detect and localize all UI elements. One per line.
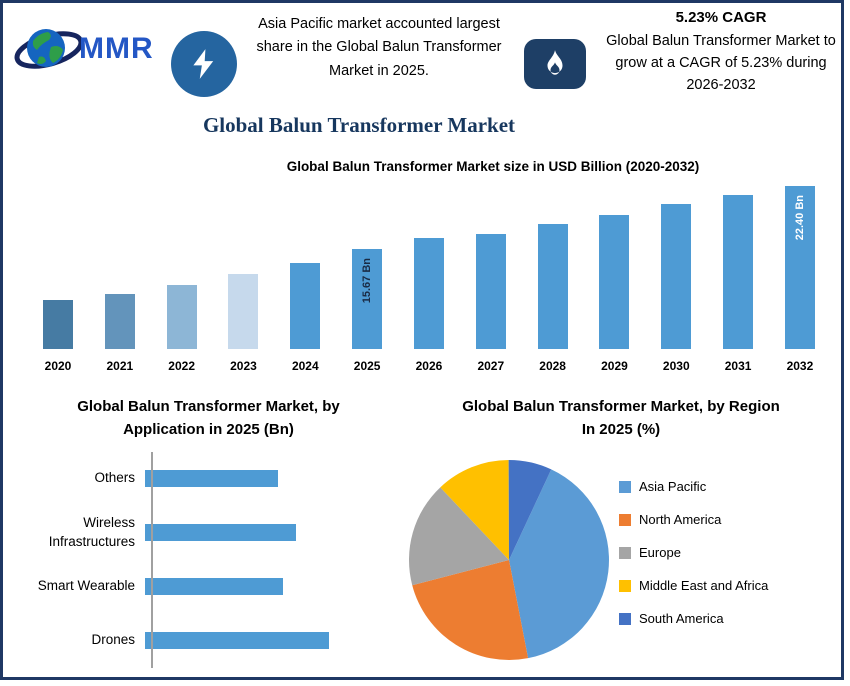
globe-orbit-icon xyxy=(14,29,84,69)
x-axis-label: 2025 xyxy=(353,359,381,373)
bar-column: 2022 xyxy=(166,181,197,373)
bar-column: 2024 xyxy=(290,181,321,373)
application-row: Wireless Infrastructures xyxy=(31,506,386,560)
y-axis-line xyxy=(151,451,153,668)
legend-label: Asia Pacific xyxy=(639,479,707,494)
bar-column: 2030 xyxy=(661,181,692,373)
region-chart: Global Balun Transformer Market, by Regi… xyxy=(401,395,841,675)
legend-item: Middle East and Africa xyxy=(619,578,768,593)
bar-value-label: 22.40 Bn xyxy=(793,195,806,241)
legend-item: Asia Pacific xyxy=(619,479,768,494)
bar-column: 2021 xyxy=(104,181,135,373)
application-row: Others xyxy=(31,452,386,506)
legend-label: Europe xyxy=(639,545,681,560)
application-bar-2 xyxy=(145,578,283,595)
application-bar-1 xyxy=(145,524,296,541)
logo-text: MMR xyxy=(79,32,154,65)
legend-swatch xyxy=(619,480,631,493)
legend-swatch xyxy=(619,579,631,592)
bar-2022 xyxy=(166,285,197,349)
bar-column: 2028 xyxy=(537,181,568,373)
bar-2028 xyxy=(537,224,568,349)
bar-value-label: 15.67 Bn xyxy=(361,258,374,304)
pie-slice-europe xyxy=(408,487,509,586)
flame-icon xyxy=(524,39,586,89)
pie-slice-middle-east-and-africa xyxy=(440,460,509,560)
page-title: Global Balun Transformer Market xyxy=(202,113,516,137)
bar-column: 2029 xyxy=(599,181,630,373)
region-legend: Asia Pacific North America Europe Middle Ea… xyxy=(619,479,768,626)
bar-2027 xyxy=(475,234,506,349)
application-chart-rows: Others Wireless Infrastructures Smart Wear… xyxy=(31,451,386,668)
header-highlight-text: Asia Pacific market accounted largest sh… xyxy=(256,16,502,79)
x-axis-label: 2020 xyxy=(44,359,72,373)
bar-2023 xyxy=(228,274,259,349)
bar-column: 2026 xyxy=(413,181,444,373)
legend-item: Europe xyxy=(619,545,768,560)
legend-swatch xyxy=(619,546,631,559)
bar-2020 xyxy=(43,300,73,349)
application-bar-area xyxy=(143,470,386,487)
bar-column: 2027 xyxy=(475,181,506,373)
x-axis-label: 2027 xyxy=(477,359,505,373)
x-axis-label: 2026 xyxy=(415,359,443,373)
cagr-text: Global Balun Transformer Market to grow … xyxy=(606,33,836,93)
market-size-bar-chart: 2020 2021 2022 2023 2024 15.67 Bn 2025 2026 2027… xyxy=(43,181,815,373)
bar-column: 2023 xyxy=(228,181,259,373)
application-label: Wireless Infrastructures xyxy=(48,515,135,549)
application-bar-area xyxy=(143,524,386,541)
application-label: Smart Wearable xyxy=(37,578,135,594)
legend-label: South America xyxy=(639,611,724,626)
region-pie xyxy=(408,459,609,660)
bar-2021 xyxy=(104,294,135,349)
application-bar-area xyxy=(143,632,386,649)
x-axis-label: 2021 xyxy=(106,359,134,373)
bar-column: 2020 xyxy=(43,181,73,373)
market-size-chart-title: Global Balun Transformer Market size in … xyxy=(286,159,700,174)
application-label: Others xyxy=(94,470,135,486)
x-axis-label: 2022 xyxy=(168,359,196,373)
application-bar-0 xyxy=(145,470,278,487)
cagr-title: 5.23% CAGR xyxy=(675,9,767,26)
pie-slice-asia-pacific xyxy=(509,469,609,659)
legend-label: Middle East and Africa xyxy=(639,578,769,593)
bar-2029 xyxy=(599,215,630,349)
x-axis-label: 2032 xyxy=(786,359,814,373)
x-axis-label: 2028 xyxy=(539,359,566,373)
x-axis-label: 2030 xyxy=(662,359,690,373)
legend-item: North America xyxy=(619,512,768,527)
region-chart-title: Global Balun Transformer Market, by Regi… xyxy=(462,398,780,439)
pie-slice-south-america xyxy=(508,459,552,560)
bar-2024 xyxy=(290,263,321,349)
legend-swatch xyxy=(619,513,631,526)
x-axis-label: 2024 xyxy=(291,359,319,373)
bar-column: 15.67 Bn 2025 xyxy=(352,181,383,373)
bar-2032: 22.40 Bn xyxy=(784,186,815,349)
x-axis-label: 2031 xyxy=(724,359,752,373)
legend-swatch xyxy=(619,612,631,625)
pie-slice-north-america xyxy=(412,560,529,660)
bar-2030 xyxy=(661,204,692,349)
application-row: Smart Wearable xyxy=(31,560,386,614)
bar-2025: 15.67 Bn xyxy=(352,249,383,349)
application-chart-title: Global Balun Transformer Market, by Appl… xyxy=(77,398,340,439)
legend-label: North America xyxy=(639,512,722,527)
application-bar-3 xyxy=(145,632,329,649)
legend-item: South America xyxy=(619,611,768,626)
application-bar-area xyxy=(143,578,386,595)
cagr-block: 5.23% CAGR Global Balun Transformer Mark… xyxy=(595,9,841,96)
mmr-logo: MMR xyxy=(13,17,168,81)
application-chart: Global Balun Transformer Market, by Appl… xyxy=(31,395,386,668)
lightning-icon xyxy=(171,31,237,97)
x-axis-label: 2023 xyxy=(230,359,257,373)
bar-2026 xyxy=(413,238,444,349)
x-axis-label: 2029 xyxy=(601,359,628,373)
bar-column: 22.40 Bn 2032 xyxy=(784,181,815,373)
application-label: Drones xyxy=(91,632,135,648)
application-row: Drones xyxy=(31,614,386,668)
bar-2031 xyxy=(723,195,754,349)
bar-column: 2031 xyxy=(723,181,754,373)
